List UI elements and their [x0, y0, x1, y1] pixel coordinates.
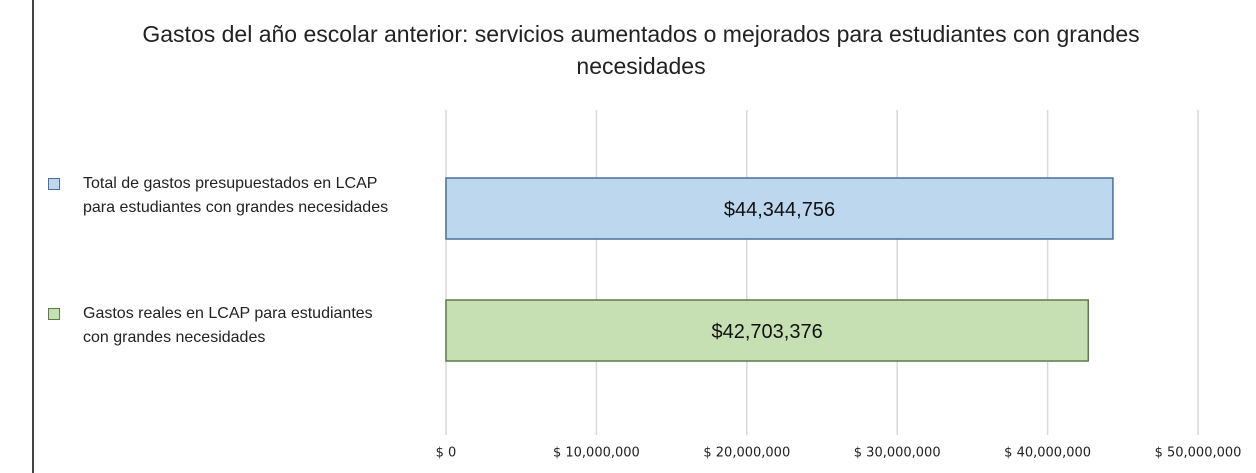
legend-label: Gastos reales en LCAP para estudiantes c… [83, 305, 373, 346]
x-tick-label: $ 20,000,000 [703, 446, 790, 461]
legend-item: Gastos reales en LCAP para estudiantes c… [48, 302, 398, 350]
data-label: $42,703,376 [712, 321, 823, 343]
bar [445, 177, 1114, 240]
data-label: $44,344,756 [724, 199, 835, 221]
x-tick-label: $ 40,000,000 [1004, 446, 1091, 461]
legend-item: Total de gastos presupuestados en LCAP p… [48, 172, 398, 220]
x-tick-label: $ 30,000,000 [854, 446, 941, 461]
legend-swatch [48, 178, 60, 190]
x-tick-label: $ 10,000,000 [553, 446, 640, 461]
legend-swatch [48, 308, 60, 320]
x-tick-label: $ 0 [436, 446, 457, 461]
x-tick-label: $ 50,000,000 [1155, 446, 1242, 461]
bar [445, 299, 1090, 362]
legend-label: Total de gastos presupuestados en LCAP p… [83, 175, 389, 216]
chart-title: Gastos del año escolar anterior: servici… [142, 21, 1140, 79]
